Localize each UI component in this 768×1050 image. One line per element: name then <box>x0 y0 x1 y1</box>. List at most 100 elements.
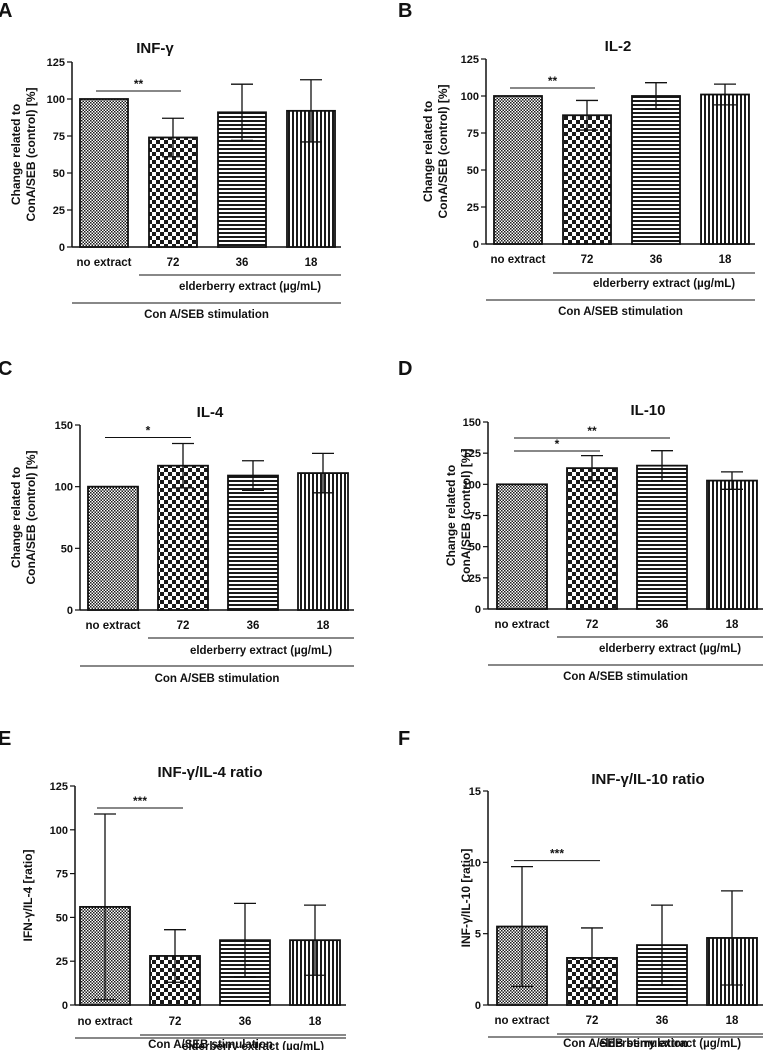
y-tick-label: 125 <box>50 781 68 793</box>
y-tick-label: 75 <box>53 131 65 143</box>
x-category-label: no extract <box>78 1016 133 1028</box>
x-category-label: 36 <box>247 620 260 632</box>
y-tick-label: 0 <box>475 604 481 616</box>
y-tick-label: 50 <box>467 165 479 177</box>
significance-marker: ** <box>548 74 558 88</box>
y-tick-label: 100 <box>463 479 481 491</box>
x-category-label: 18 <box>726 619 739 631</box>
y-axis-label: IFN-γ/IL-4 [ratio] <box>21 849 35 941</box>
y-axis-label-line-2: ConA/SEB (control) [%] <box>24 451 38 585</box>
y-tick-label: 25 <box>469 573 481 585</box>
x-category-label: no extract <box>495 619 550 631</box>
extract-group-label: elderberry extract (µg/mL) <box>593 278 735 290</box>
extract-group-label: elderberry extract (µg/mL) <box>190 645 332 657</box>
x-category-label: 72 <box>169 1016 182 1028</box>
x-category-label: 18 <box>309 1016 322 1028</box>
chart-title: IL-2 <box>605 38 632 55</box>
chart-title: INF-γ/IL-4 ratio <box>157 764 262 781</box>
panel-letter: E <box>0 728 11 750</box>
bar-18 <box>286 109 336 248</box>
y-tick-label: 100 <box>461 91 479 103</box>
y-tick-label: 50 <box>61 543 73 555</box>
x-category-label: 72 <box>581 254 594 266</box>
significance-marker: ** <box>587 424 597 438</box>
x-category-label: 36 <box>239 1016 252 1028</box>
y-axis-label: Change related to ConA/SEB (control) [%] <box>9 451 38 585</box>
chart-title: INF-γ <box>136 40 174 57</box>
x-category-label: no extract <box>491 254 546 266</box>
bar-36 <box>631 95 681 245</box>
y-tick-label: 75 <box>469 511 481 523</box>
x-category-label: 36 <box>656 619 669 631</box>
y-axis-label: Change related to ConA/SEB (control) [%] <box>444 449 473 583</box>
y-tick-label: 125 <box>463 448 481 460</box>
y-tick-label: 75 <box>467 128 479 140</box>
extract-group-label: elderberry extract (µg/mL) <box>179 281 321 293</box>
y-tick-label: 25 <box>56 956 68 968</box>
y-axis-label-line-2: ConA/SEB (control) [%] <box>24 88 38 222</box>
y-axis-label: INF-γ/IL-10 [ratio] <box>459 849 473 948</box>
y-axis-label-line-1: Change related to <box>421 101 435 202</box>
y-tick-label: 0 <box>475 1000 481 1012</box>
stimulation-label: Con A/SEB stimulation <box>155 673 280 685</box>
x-category-label: 18 <box>305 257 318 269</box>
x-category-label: 72 <box>177 620 190 632</box>
y-tick-label: 15 <box>469 786 481 798</box>
bar-18 <box>297 472 349 611</box>
significance-marker: * <box>146 424 151 438</box>
x-category-label: 18 <box>317 620 330 632</box>
y-tick-label: 50 <box>469 542 481 554</box>
panel-letter: D <box>398 358 412 380</box>
stimulation-label: Con A/SEB stimulation <box>563 671 688 683</box>
chart-panel-a: A INF-γ 0 25 50 75 100 125 Change related to ConA… <box>0 0 341 321</box>
extract-group-label: elderberry extract (µg/mL) <box>182 1041 324 1050</box>
x-category-label: 36 <box>656 1015 669 1027</box>
stimulation-label: Con A/SEB stimulation <box>558 306 683 318</box>
x-category-label: 18 <box>719 254 732 266</box>
y-tick-label: 0 <box>473 239 479 251</box>
chart-title: INF-γ/IL-10 ratio <box>591 771 704 788</box>
significance-marker: *** <box>133 794 147 808</box>
bar-no-extract <box>79 98 129 248</box>
y-tick-label: 100 <box>47 94 65 106</box>
extract-group-label: elderberry extract (µg/mL) <box>599 1038 741 1050</box>
bar-72 <box>566 467 618 610</box>
y-tick-label: 0 <box>62 1000 68 1012</box>
bar-72 <box>562 114 612 245</box>
y-axis-label-line-1: Change related to <box>9 467 23 568</box>
bar-36 <box>636 464 688 610</box>
x-category-label: no extract <box>77 257 132 269</box>
y-axis-label-line-1: Change related to <box>9 104 23 205</box>
y-tick-label: 50 <box>53 168 65 180</box>
y-axis-label: Change related to ConA/SEB (control) [%] <box>421 85 450 219</box>
chart-panel-f: F INF-γ/IL-10 ratio 0 5 10 15 INF-γ/IL-10 [rat… <box>398 728 763 1050</box>
y-tick-label: 150 <box>463 417 481 429</box>
chart-title: IL-4 <box>197 404 224 421</box>
significance-marker: *** <box>550 847 564 861</box>
y-tick-label: 100 <box>55 482 73 494</box>
x-category-label: 72 <box>586 1015 599 1027</box>
y-tick-label: 10 <box>469 857 481 869</box>
y-tick-label: 125 <box>461 54 479 66</box>
y-tick-label: 100 <box>50 825 68 837</box>
y-tick-label: 75 <box>56 869 68 881</box>
chart-panel-d: D IL-10 0 25 50 75 100 125 150 Change related to C… <box>398 358 763 683</box>
chart-panel-b: B IL-2 0 25 50 75 100 125 Change related to ConA/… <box>398 0 755 318</box>
extract-group-label: elderberry extract (µg/mL) <box>599 643 741 655</box>
x-category-label: 18 <box>726 1015 739 1027</box>
bar-no-extract <box>493 95 543 245</box>
x-category-label: 36 <box>650 254 663 266</box>
stimulation-label: Con A/SEB stimulation <box>148 1039 273 1050</box>
panel-letter: C <box>0 358 12 380</box>
y-tick-label: 5 <box>475 929 481 941</box>
y-tick-label: 25 <box>53 205 65 217</box>
bar-36 <box>227 474 279 611</box>
chart-panel-c: C IL-4 0 50 100 150 Change related to ConA/SEB … <box>0 358 354 685</box>
y-tick-label: 50 <box>56 912 68 924</box>
bar-no-extract <box>496 483 548 610</box>
y-tick-label: 150 <box>55 420 73 432</box>
chart-title: IL-10 <box>630 402 665 419</box>
x-category-label: 72 <box>167 257 180 269</box>
bar-18 <box>700 93 750 245</box>
